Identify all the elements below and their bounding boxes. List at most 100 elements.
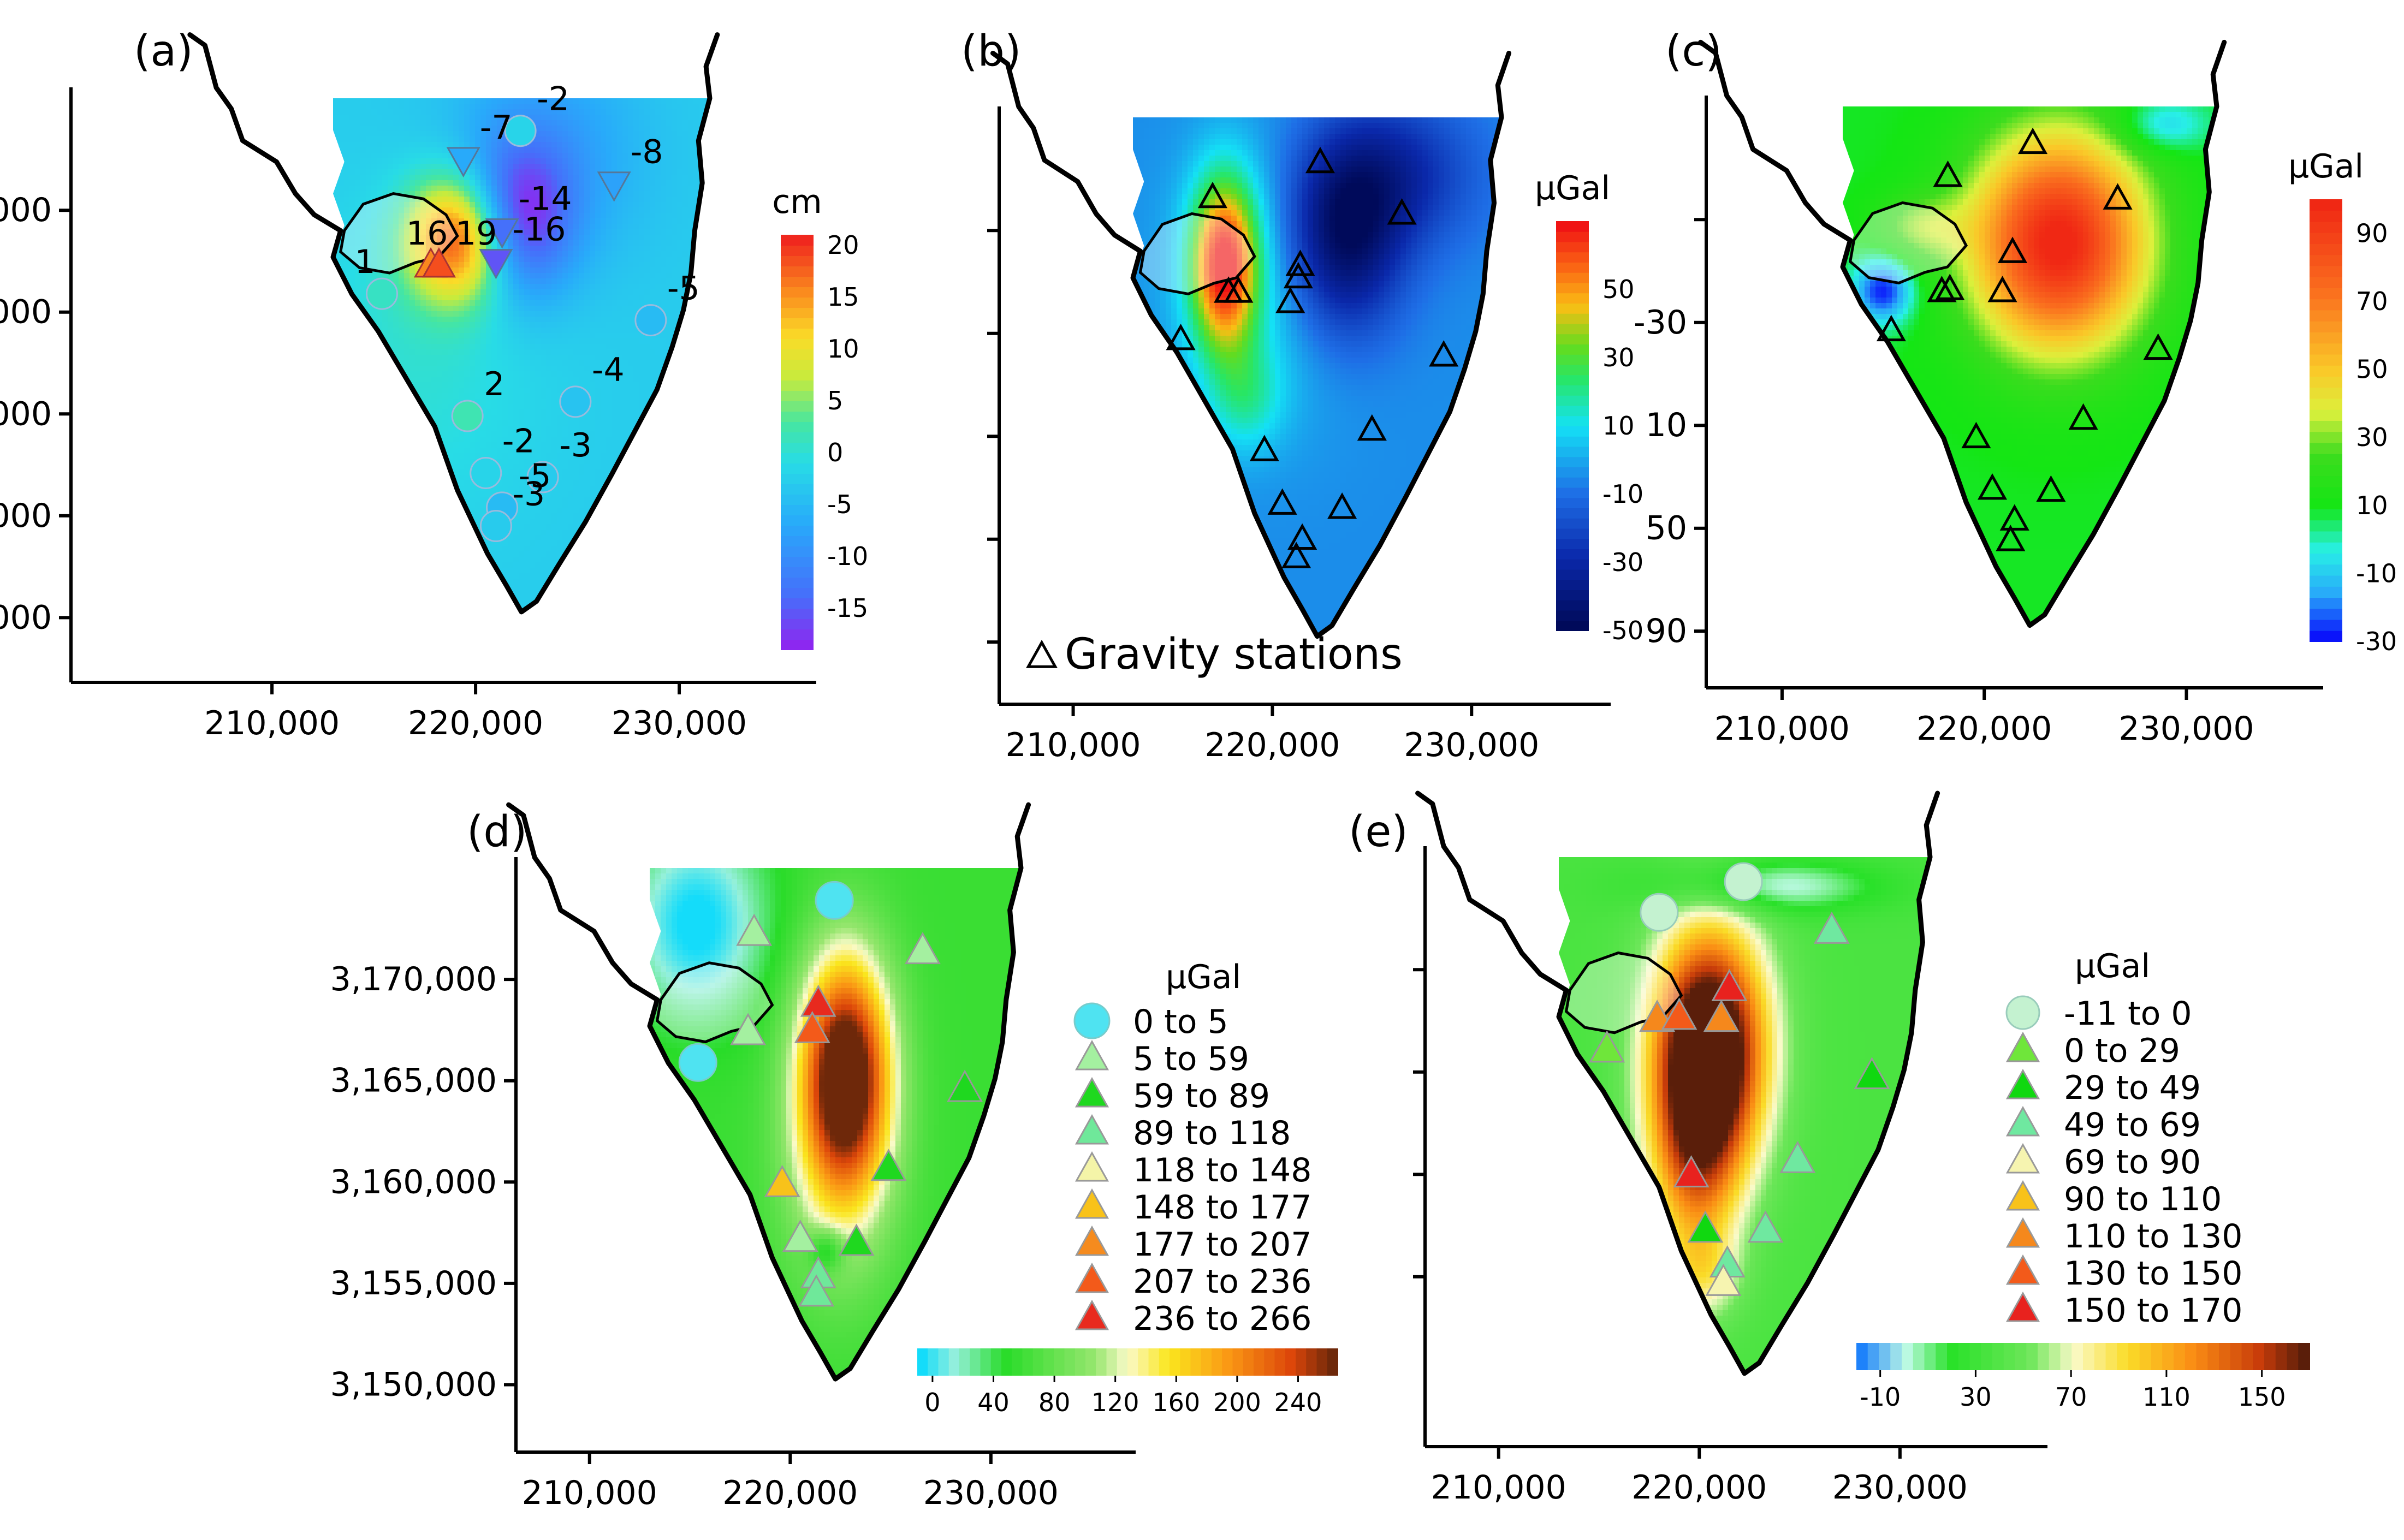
field-cell — [355, 311, 361, 317]
field-cell — [628, 246, 634, 252]
field-cell — [464, 289, 470, 295]
field-cell — [371, 104, 377, 110]
field-cell — [617, 257, 623, 263]
field-cell — [524, 267, 530, 273]
field-cell — [508, 338, 514, 344]
field-cell — [551, 486, 557, 492]
field-cell — [508, 98, 514, 104]
field-cell — [420, 377, 426, 383]
field-cell — [453, 426, 459, 432]
field-cell — [617, 262, 623, 268]
field-cell — [666, 475, 672, 481]
field-cell — [530, 115, 536, 121]
field-cell — [628, 224, 634, 230]
field-cell — [562, 197, 568, 203]
field-cell — [644, 388, 650, 394]
field-cell — [666, 278, 672, 284]
field-cell — [459, 349, 465, 355]
field-cell — [612, 131, 618, 137]
field-cell — [502, 104, 508, 110]
field-cell — [480, 333, 486, 339]
field-cell — [486, 104, 492, 110]
field-cell — [601, 218, 607, 224]
field-cell — [399, 229, 405, 235]
field-cell — [409, 273, 415, 279]
field-cell — [486, 393, 492, 399]
field-cell — [486, 98, 492, 104]
field-cell — [502, 437, 508, 443]
field-cell — [677, 349, 683, 355]
field-cell — [339, 164, 345, 170]
field-cell — [420, 131, 426, 137]
field-cell — [426, 311, 432, 317]
field-cell — [497, 202, 503, 208]
field-cell — [508, 175, 514, 181]
field-cell — [409, 317, 415, 323]
field-cell — [420, 153, 426, 159]
field-cell — [606, 344, 612, 350]
field-cell — [453, 306, 459, 312]
field-cell — [453, 278, 459, 284]
field-cell — [704, 235, 710, 241]
field-cell — [349, 399, 355, 405]
field-cell — [415, 355, 421, 361]
field-cell — [497, 459, 503, 465]
field-cell — [677, 153, 683, 159]
field-cell — [633, 224, 639, 230]
field-cell — [502, 448, 508, 454]
field-cell — [579, 169, 585, 175]
field-cell — [371, 338, 377, 344]
field-cell — [562, 284, 568, 290]
field-cell — [666, 120, 672, 126]
field-cell — [541, 153, 547, 159]
field-cell — [682, 98, 688, 104]
field-cell — [355, 235, 361, 241]
field-cell — [628, 169, 634, 175]
field-cell — [519, 311, 525, 317]
field-cell — [584, 442, 590, 448]
field-cell — [617, 120, 623, 126]
field-cell — [399, 306, 405, 312]
field-cell — [409, 306, 415, 312]
field-cell — [579, 377, 585, 383]
field-cell — [464, 109, 470, 115]
field-cell — [617, 207, 623, 213]
field-cell — [535, 153, 541, 159]
field-cell — [508, 284, 514, 290]
field-cell — [409, 191, 415, 197]
field-cell — [377, 344, 383, 350]
field-cell — [442, 377, 448, 383]
field-cell — [622, 420, 628, 426]
field-cell — [426, 284, 432, 290]
field-cell — [595, 393, 601, 399]
field-cell — [464, 431, 470, 437]
field-cell — [682, 218, 688, 224]
field-cell — [655, 459, 661, 465]
field-cell — [344, 317, 350, 323]
field-cell — [606, 371, 612, 377]
field-cell — [584, 115, 590, 121]
field-cell — [442, 202, 448, 208]
field-cell — [579, 475, 585, 481]
field-cell — [366, 349, 372, 355]
field-cell — [666, 147, 672, 153]
field-cell — [650, 469, 656, 475]
field-cell — [437, 235, 443, 241]
field-cell — [360, 246, 366, 252]
field-cell — [655, 262, 661, 268]
field-cell — [704, 164, 710, 170]
field-cell — [415, 164, 421, 170]
field-cell — [333, 399, 339, 405]
field-cell — [644, 393, 650, 399]
field-cell — [399, 136, 405, 142]
field-cell — [541, 442, 547, 448]
field-cell — [551, 169, 557, 175]
field-cell — [639, 486, 645, 492]
field-cell — [704, 262, 710, 268]
field-cell — [415, 131, 421, 137]
field-cell — [541, 257, 547, 263]
field-cell — [497, 426, 503, 432]
field-cell — [535, 442, 541, 448]
field-cell — [699, 322, 705, 328]
field-cell — [415, 469, 421, 475]
